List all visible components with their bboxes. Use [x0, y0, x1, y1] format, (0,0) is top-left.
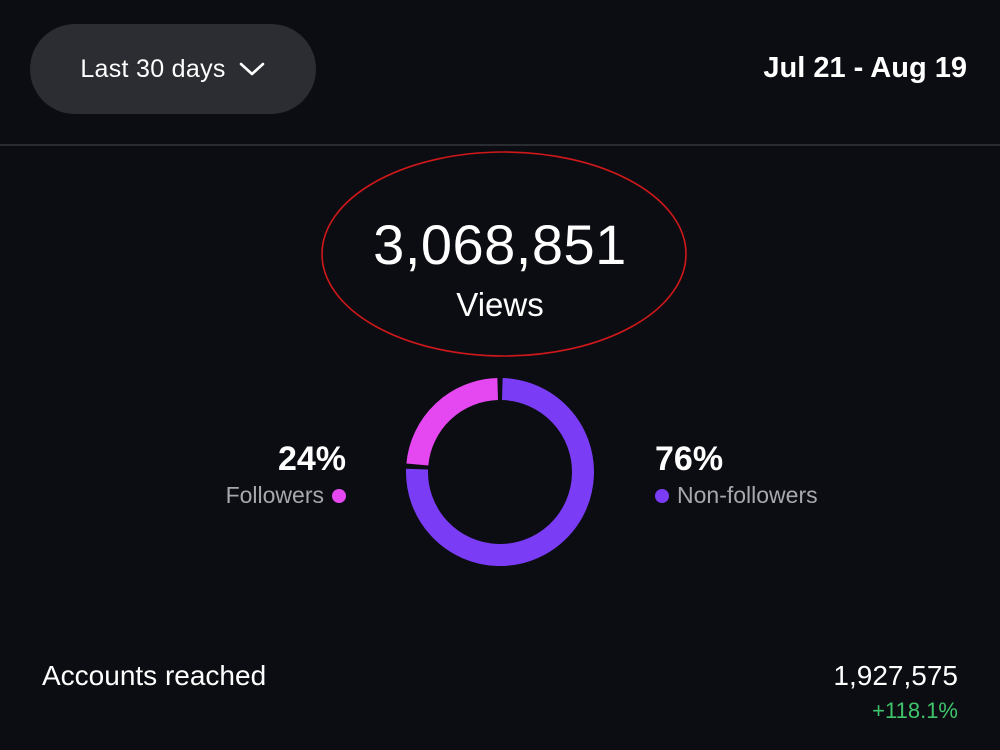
donut-segment-non-followers: [406, 378, 594, 566]
date-range-dropdown[interactable]: Last 30 days: [30, 24, 316, 114]
accounts-reached-label: Accounts reached: [42, 660, 267, 691]
non-followers-label: Non-followers: [677, 482, 818, 508]
annotation-oval: [321, 151, 687, 357]
accounts-reached-value: 1,927,575: [833, 660, 958, 691]
views-summary: 3,068,851 Views: [320, 150, 690, 360]
accounts-reached-change: +118.1%: [872, 698, 958, 723]
audience-donut-chart: [406, 378, 594, 566]
legend-non-followers: 76% Non-followers: [655, 440, 915, 509]
followers-label: Followers: [225, 482, 324, 508]
non-followers-percent: 76%: [655, 440, 724, 478]
date-range-dropdown-label: Last 30 days: [80, 54, 226, 83]
followers-percent: 24%: [277, 440, 346, 478]
legend-followers: 24% Followers: [200, 440, 346, 509]
views-label: Views: [456, 286, 544, 323]
non-followers-dot-icon: [655, 488, 669, 503]
date-range-text: Jul 21 - Aug 19: [763, 52, 967, 84]
chevron-down-icon: [238, 55, 266, 83]
header-divider: [0, 144, 1000, 146]
views-count: 3,068,851: [373, 213, 627, 276]
followers-dot-icon: [332, 488, 346, 503]
donut-segment-followers: [406, 378, 499, 466]
